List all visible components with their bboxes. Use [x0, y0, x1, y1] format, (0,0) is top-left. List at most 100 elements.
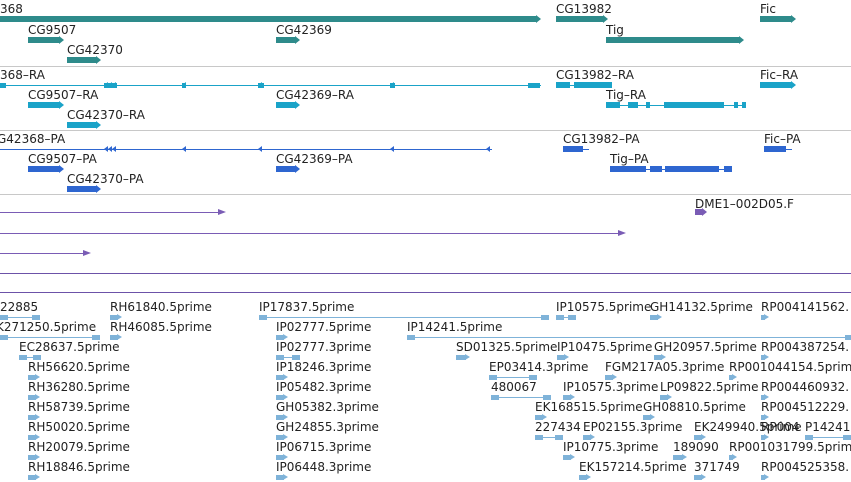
protein-feature[interactable]	[764, 145, 792, 153]
transcript-feature[interactable]	[0, 81, 541, 89]
transcript-feature[interactable]	[276, 101, 300, 109]
est-feature[interactable]	[556, 314, 576, 321]
est-feature[interactable]	[276, 354, 300, 361]
est-feature[interactable]	[579, 474, 591, 481]
transcript-feature[interactable]	[28, 101, 64, 109]
transcript-feature[interactable]	[67, 121, 101, 129]
clone-feature[interactable]	[0, 229, 626, 237]
strand-arrow	[35, 414, 40, 420]
est-feature[interactable]	[276, 394, 288, 401]
gene-feature[interactable]	[276, 36, 300, 44]
clone-feature[interactable]	[0, 208, 226, 216]
transcript-feature[interactable]	[760, 81, 796, 89]
strand-arrow	[791, 81, 796, 89]
est-label: RP004141562.	[761, 300, 850, 314]
protein-feature[interactable]	[67, 185, 101, 193]
est-feature[interactable]	[761, 414, 769, 421]
strand-arrow	[35, 454, 40, 460]
gene-feature[interactable]	[556, 15, 608, 23]
gene-feature[interactable]	[28, 36, 64, 44]
protein-feature[interactable]	[563, 145, 589, 153]
feature-block	[761, 435, 765, 440]
est-feature[interactable]	[0, 314, 40, 321]
est-feature[interactable]	[110, 314, 122, 321]
est-feature[interactable]	[535, 434, 563, 441]
transcript-feature[interactable]	[606, 101, 746, 109]
est-feature[interactable]	[489, 374, 537, 381]
est-feature[interactable]	[28, 394, 40, 401]
est-feature[interactable]	[28, 374, 40, 381]
clone-feature[interactable]	[695, 208, 707, 216]
est-feature[interactable]	[276, 474, 288, 481]
feature-block	[67, 57, 97, 63]
est-label: 22885	[0, 300, 39, 314]
intron-line	[556, 317, 576, 318]
est-feature[interactable]	[761, 394, 769, 401]
est-feature[interactable]	[456, 354, 470, 361]
est-feature[interactable]	[729, 454, 737, 461]
gene-feature[interactable]	[606, 36, 744, 44]
protein-feature[interactable]	[276, 165, 300, 173]
est-feature[interactable]	[28, 414, 40, 421]
est-feature[interactable]	[276, 334, 288, 341]
est-track: 22885 RH61840.5prime IP17837.5prime IP10…	[0, 295, 851, 482]
est-feature[interactable]	[110, 334, 122, 341]
strand-arrow	[465, 354, 470, 360]
est-feature[interactable]	[491, 394, 551, 401]
est-feature[interactable]	[276, 454, 288, 461]
feature-block	[276, 415, 284, 420]
est-feature[interactable]	[19, 354, 41, 361]
protein-feature[interactable]	[0, 145, 492, 153]
est-feature[interactable]	[407, 334, 851, 341]
est-label: EK168515.5prime	[535, 400, 643, 414]
est-feature[interactable]	[761, 474, 769, 481]
est-feature[interactable]	[694, 474, 706, 481]
est-feature[interactable]	[557, 354, 569, 361]
est-feature[interactable]	[805, 434, 851, 441]
est-feature[interactable]	[729, 374, 737, 381]
clone-axis	[0, 273, 851, 274]
est-feature[interactable]	[535, 414, 547, 421]
est-feature[interactable]	[694, 434, 706, 441]
clone-feature[interactable]	[0, 249, 91, 257]
feature-block	[28, 375, 36, 380]
strand-arrow	[295, 165, 300, 173]
est-label: EK249940.5prime	[694, 420, 802, 434]
est-feature[interactable]	[276, 414, 288, 421]
est-feature[interactable]	[650, 314, 662, 321]
est-feature[interactable]	[761, 434, 769, 441]
strand-arrow	[570, 454, 575, 460]
est-feature[interactable]	[761, 314, 769, 321]
est-feature[interactable]	[276, 434, 288, 441]
strand-arrow	[283, 374, 288, 380]
feature-block	[660, 395, 668, 400]
protein-feature[interactable]	[610, 165, 732, 173]
gene-feature[interactable]	[760, 15, 796, 23]
gene-feature[interactable]	[0, 15, 541, 23]
est-feature[interactable]	[276, 374, 288, 381]
exon-block	[529, 375, 537, 380]
est-feature[interactable]	[28, 474, 40, 481]
protein-label: CG42369–PA	[276, 152, 353, 166]
est-feature[interactable]	[605, 374, 617, 381]
est-feature[interactable]	[673, 454, 687, 461]
exon-block	[843, 435, 851, 440]
transcript-feature[interactable]	[556, 81, 612, 89]
est-feature[interactable]	[654, 354, 666, 361]
gene-feature[interactable]	[67, 56, 101, 64]
est-feature[interactable]	[563, 454, 575, 461]
feature-block	[28, 415, 36, 420]
est-feature[interactable]	[583, 434, 595, 441]
est-feature[interactable]	[660, 394, 672, 401]
est-feature[interactable]	[28, 434, 40, 441]
est-feature[interactable]	[28, 454, 40, 461]
protein-feature[interactable]	[28, 165, 64, 173]
est-feature[interactable]	[0, 334, 100, 341]
est-label: RP004387254.	[761, 340, 850, 354]
intron-line	[0, 337, 100, 338]
est-feature[interactable]	[259, 314, 549, 321]
est-feature[interactable]	[643, 414, 655, 421]
est-feature[interactable]	[563, 394, 575, 401]
est-feature[interactable]	[761, 354, 769, 361]
